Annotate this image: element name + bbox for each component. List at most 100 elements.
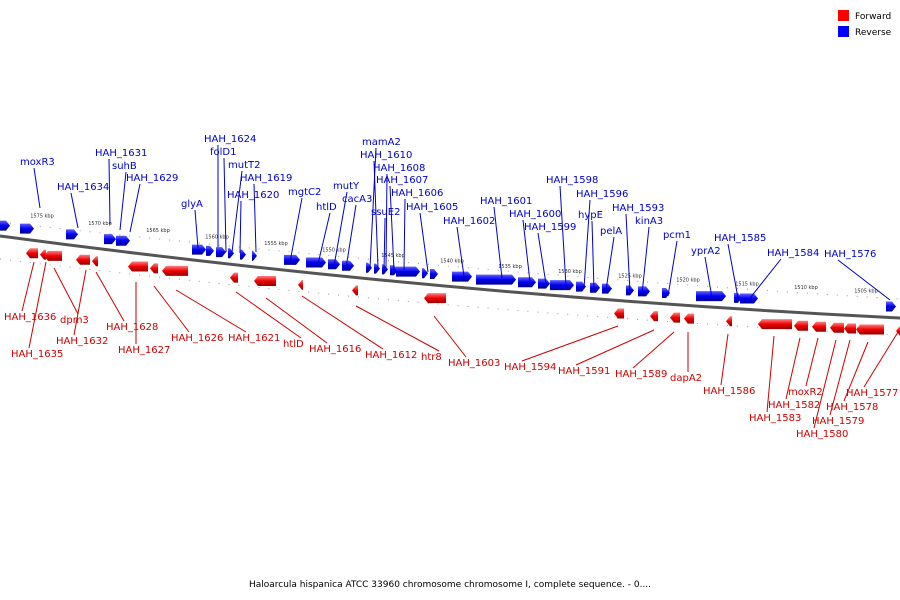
reverse-gene-leader bbox=[749, 258, 782, 299]
reverse-gene-leader bbox=[373, 160, 379, 269]
reverse-gene-arrow bbox=[476, 274, 516, 285]
reverse-gene-label: HAH_1601 bbox=[480, 196, 532, 207]
forward-gene-label: HAH_1626 bbox=[171, 333, 223, 344]
reverse-gene-label: pcm1 bbox=[663, 230, 691, 241]
reverse-gene-leader bbox=[369, 147, 377, 269]
forward-gene-leader bbox=[813, 339, 837, 429]
forward-gene-label: dpm3 bbox=[60, 315, 89, 326]
forward-gene-arrow bbox=[128, 261, 148, 272]
forward-gene-label: HAH_1627 bbox=[118, 345, 170, 356]
reverse-gene-label: mutT2 bbox=[228, 160, 260, 171]
reverse-gene-arrow bbox=[306, 257, 326, 268]
axis-tick-label: 1525 kbp bbox=[618, 273, 642, 279]
axis-tick-label: 1510 kbp bbox=[794, 285, 818, 291]
reverse-gene-leader bbox=[231, 170, 243, 253]
axis-tick-label: 1570 kbp bbox=[88, 221, 112, 227]
axis-tick-label: 1565 kbp bbox=[146, 228, 170, 234]
reverse-gene-leader bbox=[605, 236, 615, 291]
forward-gene-arrow bbox=[298, 279, 303, 290]
forward-gene-arrow bbox=[758, 319, 792, 330]
reverse-gene-label: HAH_1624 bbox=[204, 134, 256, 145]
forward-gene-arrow bbox=[254, 276, 276, 287]
axis-tick-label: 1555 kbp bbox=[264, 241, 288, 247]
forward-gene-label: HAH_1628 bbox=[106, 322, 158, 333]
reverse-gene-arrow bbox=[20, 223, 34, 234]
forward-gene-label: HAH_1578 bbox=[826, 402, 878, 413]
reverse-gene-leader bbox=[591, 220, 595, 291]
forward-gene-leader bbox=[785, 337, 801, 400]
reverse-gene-arrow bbox=[576, 281, 586, 292]
reverse-gene-leader bbox=[456, 226, 465, 277]
forward-gene-arrow bbox=[614, 308, 624, 319]
reverse-gene-label: hypE bbox=[578, 210, 603, 221]
forward-gene-label: dapA2 bbox=[670, 373, 702, 384]
reverse-gene-leader bbox=[641, 226, 650, 295]
reverse-gene-label: HAH_1619 bbox=[240, 173, 292, 184]
reverse-gene-arrow bbox=[452, 271, 472, 282]
reverse-gene-label: mamA2 bbox=[362, 137, 401, 148]
forward-gene-arrow bbox=[856, 324, 884, 335]
forward-gene-label: htr8 bbox=[421, 352, 442, 363]
forward-gene-arrow bbox=[670, 312, 680, 323]
forward-gene-label: HAH_1582 bbox=[768, 400, 820, 411]
reverse-gene-label: HAH_1598 bbox=[546, 175, 598, 186]
reverse-gene-arrow bbox=[0, 220, 10, 231]
reverse-gene-label: kinA3 bbox=[635, 216, 663, 227]
forward-gene-leader bbox=[843, 341, 869, 402]
reverse-gene-leader bbox=[389, 185, 395, 271]
reverse-gene-arrow bbox=[228, 248, 234, 259]
forward-gene-label: HAH_1594 bbox=[504, 362, 556, 373]
map-caption: Haloarcula hispanica ATCC 33960 chromoso… bbox=[249, 580, 651, 590]
reverse-gene-leader bbox=[704, 256, 713, 299]
forward-gene-arrow bbox=[650, 311, 658, 322]
reverse-gene-label: HAH_1596 bbox=[576, 189, 628, 200]
legend: Forward Reverse bbox=[838, 10, 892, 38]
reverse-gene-arrow bbox=[638, 286, 650, 297]
reverse-gene-leader bbox=[385, 173, 388, 269]
reverse-gene-leader bbox=[239, 200, 242, 254]
reverse-gene-label: HAH_1629 bbox=[126, 173, 178, 184]
forward-gene-label: HAH_1616 bbox=[309, 344, 361, 355]
forward-gene-leader bbox=[805, 337, 819, 387]
reverse-gene-arrow bbox=[696, 291, 726, 302]
forward-gene-arrow bbox=[150, 263, 158, 274]
forward-gene-arrow bbox=[40, 249, 46, 260]
reverse-gene-leader bbox=[583, 199, 591, 289]
reverse-gene-label: glyA bbox=[181, 199, 203, 210]
forward-gene-arrow bbox=[896, 325, 900, 336]
forward-gene-leader bbox=[632, 331, 675, 369]
forward-gene-arrow bbox=[352, 285, 358, 296]
chromosome-backbone bbox=[0, 234, 900, 320]
reverse-gene-label: HAH_1608 bbox=[373, 163, 425, 174]
reverse-gene-leader bbox=[837, 259, 891, 301]
forward-gene-label: HAH_1589 bbox=[615, 369, 667, 380]
forward-gene-arrow bbox=[794, 320, 808, 331]
reverse-gene-label: pelA bbox=[600, 226, 622, 237]
reverse-gene-arrow bbox=[740, 293, 758, 304]
reverse-gene-leader bbox=[194, 209, 199, 249]
reverse-gene-arrow bbox=[538, 278, 550, 289]
forward-gene-arrow bbox=[684, 313, 694, 324]
reverse-gene-label: yprA2 bbox=[691, 246, 721, 257]
reverse-gene-arrow bbox=[216, 247, 226, 258]
forward-gene-label: HAH_1621 bbox=[228, 333, 280, 344]
reverse-gene-leader bbox=[537, 232, 547, 285]
forward-gene-arrow bbox=[44, 250, 62, 261]
forward-gene-label: HAH_1591 bbox=[558, 366, 610, 377]
forward-gene-leader bbox=[175, 289, 247, 333]
reverse-gene-leader bbox=[33, 167, 41, 209]
forward-gene-label: HAH_1579 bbox=[812, 416, 864, 427]
reverse-gene-label: mutY bbox=[333, 181, 360, 192]
forward-gene-leader bbox=[28, 261, 47, 349]
reverse-gene-leader bbox=[119, 171, 127, 231]
axis-tick-label: 1575 kbp bbox=[30, 214, 54, 220]
forward-gene-arrow bbox=[76, 254, 90, 265]
reverse-gene-label: HAH_1605 bbox=[406, 202, 458, 213]
reverse-gene-label: HAH_1584 bbox=[767, 248, 819, 259]
reverse-gene-arrow bbox=[602, 283, 612, 294]
reverse-gene-leader bbox=[108, 158, 111, 225]
forward-gene-arrow bbox=[162, 265, 188, 276]
forward-gene-leader bbox=[355, 305, 440, 352]
reverse-gene-label: moxR3 bbox=[20, 157, 55, 168]
reverse-gene-label: HAH_1593 bbox=[612, 203, 664, 214]
